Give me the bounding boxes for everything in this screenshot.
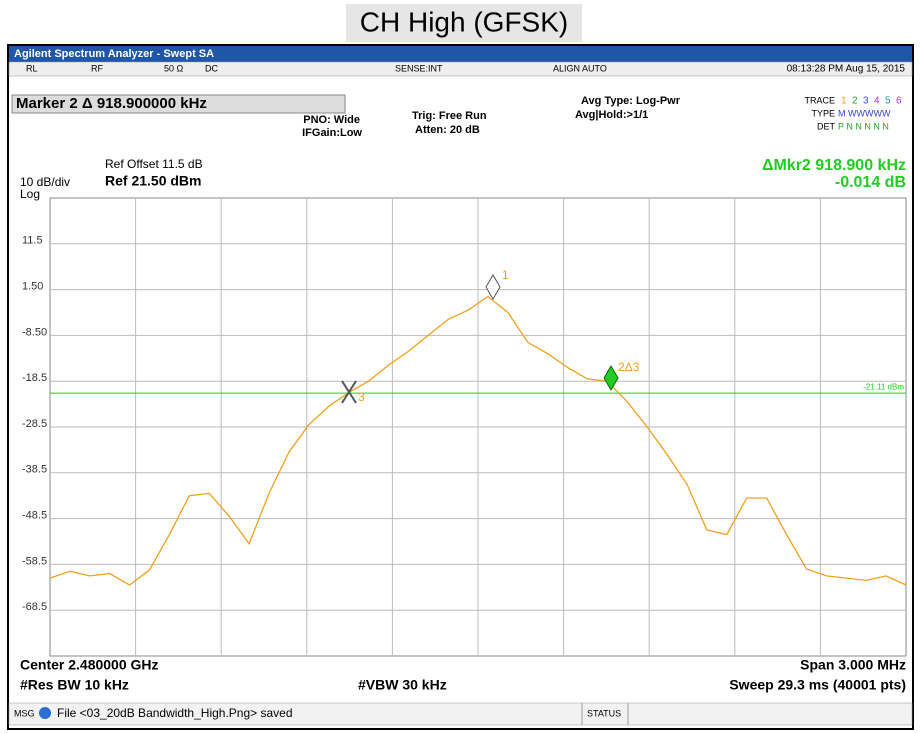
delta-marker-freq: ΔMkr2 918.900 kHz — [762, 157, 906, 174]
atten: Atten: 20 dB — [415, 124, 480, 136]
y-tick-label: -58.5 — [22, 555, 47, 567]
trace-number: 3 — [863, 96, 869, 107]
marker-1 — [485, 274, 501, 300]
rbw: #Res BW 10 kHz — [20, 677, 129, 693]
vbw: #VBW 30 kHz — [358, 677, 447, 693]
status-rl: RL — [26, 63, 38, 73]
marker-2-label: 2Δ3 — [618, 360, 640, 374]
status-sense: SENSE:INT — [395, 63, 443, 73]
span: Span 3.000 MHz — [800, 657, 906, 673]
status-label: STATUS — [587, 708, 621, 718]
page-title: CH High (GFSK) — [360, 6, 568, 37]
status-rf: RF — [91, 63, 103, 73]
info-icon — [39, 707, 51, 719]
status-align: ALIGN AUTO — [553, 63, 607, 73]
window-title: Agilent Spectrum Analyzer - Swept SA — [14, 48, 214, 60]
marker-3 — [341, 380, 357, 404]
y-tick-label: -8.50 — [22, 326, 47, 338]
type-value: M WWWWW — [838, 108, 891, 118]
trace-number: 1 — [841, 96, 847, 107]
status-clock: 08:13:28 PM Aug 15, 2015 — [787, 64, 906, 75]
pno: PNO: Wide — [303, 114, 360, 126]
marker-box — [11, 94, 346, 114]
ref-level: Ref 21.50 dBm — [105, 173, 201, 189]
title-box — [346, 4, 582, 42]
trace — [49, 295, 907, 586]
y-tick-label: 1.50 — [22, 281, 43, 293]
window-bar — [9, 46, 912, 62]
trig: Trig: Free Run — [412, 110, 487, 122]
y-tick-label: -48.5 — [22, 510, 47, 522]
trace-number: 2 — [852, 96, 858, 107]
ref-offset: Ref Offset 11.5 dB — [105, 157, 203, 171]
message-bar — [8, 702, 913, 726]
y-tick-label: -68.5 — [22, 601, 47, 613]
trace-label: TRACE — [804, 95, 835, 105]
ifgain: IFGain:Low — [302, 127, 362, 139]
trace-number: 5 — [885, 96, 891, 107]
marker-readout: Marker 2 Δ 918.900000 kHz — [16, 95, 207, 112]
trace-number: 6 — [896, 96, 902, 107]
msg-text: File <03_20dB Bandwidth_High.Png> saved — [57, 706, 293, 720]
center-freq: Center 2.480000 GHz — [20, 657, 159, 673]
det-value: P N N N N N — [838, 121, 889, 131]
y-tick-label: -18.5 — [22, 372, 47, 384]
display-line-label: -21.11 dBm — [863, 382, 904, 391]
y-tick-label: -38.5 — [22, 464, 47, 476]
det-label: DET — [817, 121, 836, 131]
scale-div: 10 dB/div — [20, 175, 70, 189]
status-impedance: 50 Ω — [164, 63, 184, 73]
msg-label: MSG — [14, 708, 35, 718]
type-label: TYPE — [811, 108, 835, 118]
trace-number: 4 — [874, 96, 880, 107]
avg-type: Avg Type: Log-Pwr — [581, 95, 681, 107]
y-tick-label: -28.5 — [22, 418, 47, 430]
marker-2 — [603, 365, 619, 391]
scale-log: Log — [20, 187, 40, 201]
y-tick-label: 11.5 — [22, 235, 43, 247]
sweep: Sweep 29.3 ms (40001 pts) — [729, 677, 906, 693]
marker-1-label: 1 — [502, 268, 509, 282]
avg-hold: Avg|Hold:>1/1 — [575, 109, 648, 121]
status-row — [8, 61, 913, 77]
delta-marker-level: -0.014 dB — [835, 174, 906, 191]
status-coupling: DC — [205, 63, 218, 73]
marker-3-label: 3 — [358, 390, 365, 404]
